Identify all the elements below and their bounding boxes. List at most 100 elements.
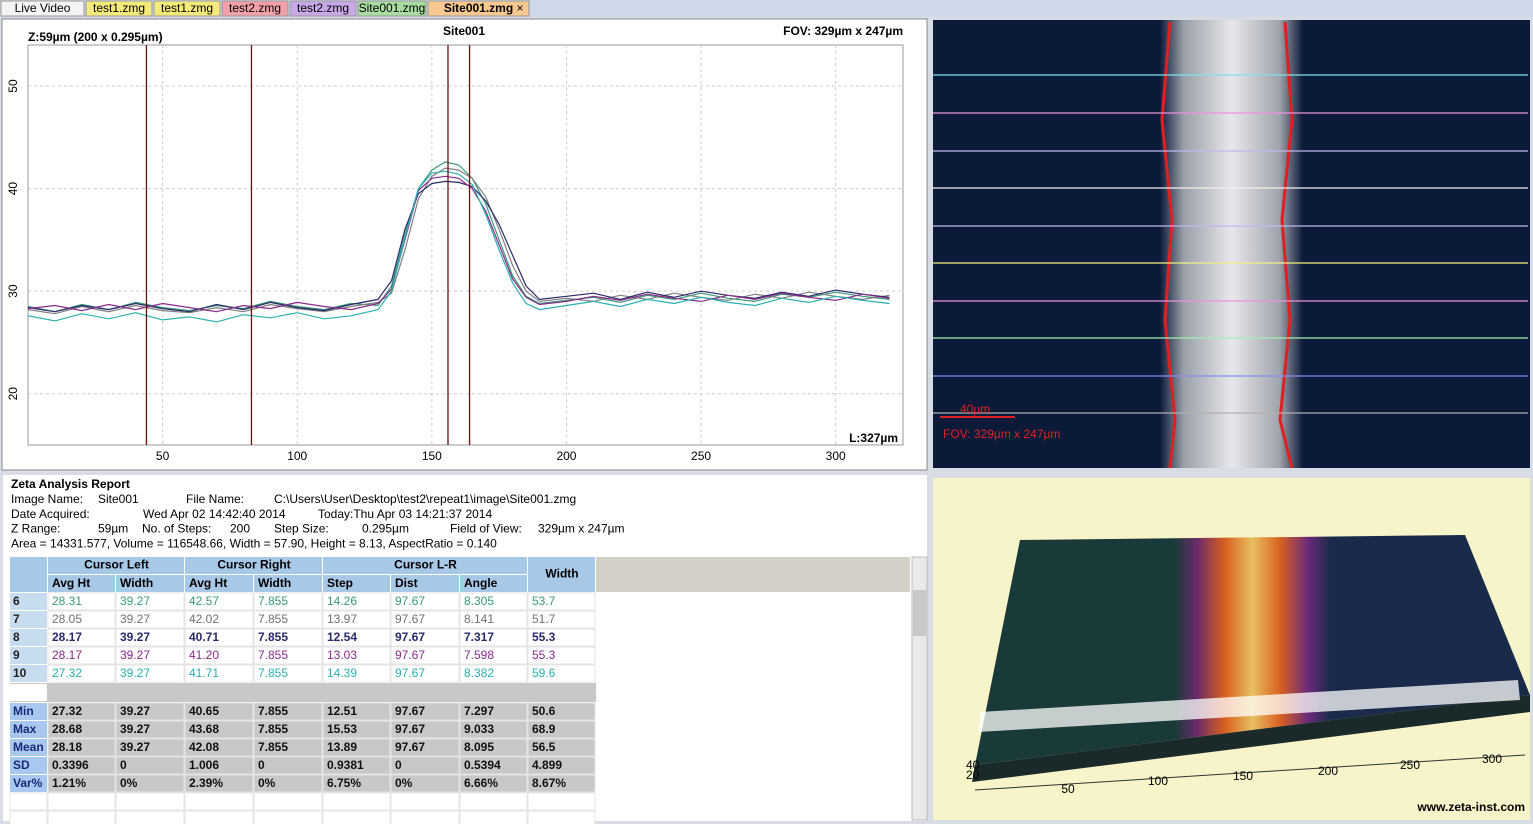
row-label: 8	[13, 630, 20, 644]
cell-text: 7.317	[464, 630, 494, 644]
row-label-cell	[10, 775, 47, 792]
empty-cell	[9, 792, 48, 811]
tab-label[interactable]: Site001.zmg	[359, 1, 426, 15]
cell-text: 0.5394	[464, 758, 501, 772]
tab[interactable]	[427, 0, 530, 17]
report-text: Area = 14331.577, Volume = 116548.66, Wi…	[11, 536, 497, 550]
empty-cell	[390, 792, 460, 811]
surface-image	[933, 20, 1530, 468]
cell	[47, 610, 116, 629]
cell	[253, 756, 323, 775]
plot-title: Site001	[443, 24, 485, 38]
cell-text: 39.27	[120, 612, 150, 626]
tab[interactable]	[357, 0, 427, 17]
cell	[527, 702, 596, 721]
empty-cell	[253, 810, 323, 824]
cell	[459, 720, 528, 739]
cell-text: 1.21%	[52, 776, 86, 790]
cell-text: 6.66%	[464, 776, 498, 790]
cell-text: 43.68	[189, 722, 219, 736]
cell-text: 7.855	[258, 612, 288, 626]
cell-text: 39.27	[120, 704, 150, 718]
cell	[322, 628, 391, 647]
profile-line	[27, 167, 890, 315]
header-cell	[116, 575, 184, 592]
cell-text: 50.6	[532, 704, 556, 718]
tab[interactable]	[85, 0, 153, 17]
row-label-cell	[10, 665, 47, 682]
tab[interactable]	[221, 0, 289, 17]
tab-label[interactable]: Live Video	[15, 1, 71, 15]
cell	[459, 738, 528, 757]
report-text: Site001	[98, 492, 139, 506]
empty-cell	[527, 810, 596, 824]
cell	[184, 646, 254, 665]
scan-band	[978, 680, 1520, 732]
cell	[322, 774, 391, 793]
row-label: 7	[13, 612, 20, 626]
report-text: Date Acquired:	[11, 507, 90, 521]
cell-text: 0.9381	[327, 758, 364, 772]
cell-text: 28.18	[52, 740, 82, 754]
cell-text: 39.27	[120, 740, 150, 754]
y-tick-label: 40	[6, 182, 20, 196]
cell	[322, 664, 391, 683]
cell-text: 97.67	[395, 666, 425, 680]
cell	[115, 702, 185, 721]
header-cell	[254, 575, 322, 592]
tab[interactable]	[153, 0, 221, 17]
cell	[184, 702, 254, 721]
x-tick-label: 150	[422, 449, 442, 463]
cell-text: 40.65	[189, 704, 219, 718]
cell-text: 42.08	[189, 740, 219, 754]
plot-area	[27, 44, 904, 446]
row-label-cell	[10, 647, 47, 664]
row-label-cell	[10, 721, 47, 738]
group-header: Width	[545, 567, 578, 581]
tab-label[interactable]: test1.zmg	[93, 1, 145, 15]
tab-label[interactable]: test2.zmg	[297, 1, 349, 15]
cell	[184, 664, 254, 683]
report-text: Field of View:	[450, 522, 522, 536]
cell-text: 41.20	[189, 648, 219, 662]
cell	[527, 628, 596, 647]
cell-text: 0	[258, 758, 265, 772]
cell-text: 15.53	[327, 722, 357, 736]
header-cell	[323, 575, 390, 592]
tab-label[interactable]: test2.zmg	[229, 1, 281, 15]
cell	[459, 646, 528, 665]
cell	[115, 664, 185, 683]
report-text: No. of Steps:	[142, 522, 211, 536]
tab-close[interactable]: ×	[516, 1, 523, 15]
column-header: Width	[258, 576, 291, 590]
scroll-thumb[interactable]	[913, 590, 926, 636]
surface-side	[972, 695, 1530, 782]
cell-text: 8.67%	[532, 776, 566, 790]
tab-label[interactable]: Site001.zmg	[444, 1, 513, 15]
report-text: 329µm x 247µm	[538, 522, 625, 536]
blank-row	[10, 683, 596, 702]
cell	[527, 610, 596, 629]
empty-cell	[115, 792, 185, 811]
cell	[459, 610, 528, 629]
row-label: Mean	[13, 740, 44, 754]
cell	[115, 646, 185, 665]
cell	[322, 756, 391, 775]
cell	[390, 646, 460, 665]
tab[interactable]	[0, 0, 85, 17]
cell-text: 40.71	[189, 630, 219, 644]
cell-text: 13.89	[327, 740, 357, 754]
row-label-cell	[10, 629, 47, 646]
tab[interactable]	[289, 0, 357, 17]
axis-3d	[974, 754, 1526, 791]
tab-label[interactable]: test1.zmg	[161, 1, 213, 15]
column-header: Dist	[395, 576, 418, 590]
cell	[322, 738, 391, 757]
header-cell	[48, 575, 115, 592]
cell	[253, 628, 323, 647]
cell-text: 12.54	[327, 630, 357, 644]
profile-line	[27, 175, 890, 313]
header-cell	[185, 557, 322, 574]
